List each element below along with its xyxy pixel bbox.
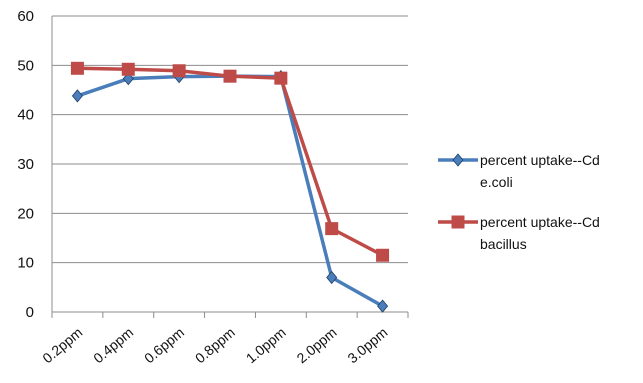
- series-line: [75, 74, 385, 308]
- data-point: [274, 71, 288, 85]
- x-tick-label: 1.0ppm: [243, 324, 289, 366]
- legend-label: percent uptake--Cd: [480, 214, 600, 230]
- y-tick-label: 50: [17, 57, 34, 74]
- data-point: [70, 61, 84, 75]
- legend-label: e.coli: [480, 174, 513, 190]
- data-point: [376, 248, 390, 262]
- y-tick-label: 30: [17, 156, 34, 173]
- series-square: [70, 61, 390, 262]
- data-point: [223, 69, 237, 83]
- x-tick-label: 3.0ppm: [344, 324, 390, 366]
- data-point: [71, 89, 83, 103]
- y-tick-labels: 0 10 20 30 40 50 60: [17, 8, 34, 321]
- x-tick-label: 2.0ppm: [294, 324, 340, 366]
- data-point: [326, 270, 338, 285]
- data-point: [377, 299, 389, 313]
- x-tick-labels: 0.2ppm 0.4ppm 0.6ppm 0.8ppm 1.0ppm 2.0ppm 3.0p…: [39, 324, 390, 366]
- data-point: [451, 215, 465, 229]
- x-tick-label: 0.2ppm: [39, 324, 85, 366]
- data-point: [172, 64, 186, 78]
- y-tick-label: 0: [26, 304, 34, 321]
- data-series: [70, 61, 390, 313]
- x-tick-label: 0.4ppm: [90, 324, 136, 366]
- gridlines: [52, 15, 408, 264]
- y-tick-label: 10: [17, 255, 34, 272]
- legend-label: percent uptake--Cd: [480, 152, 600, 168]
- y-tick-label: 60: [17, 8, 34, 25]
- legend-label: bacillus: [480, 236, 527, 252]
- data-point: [121, 62, 135, 76]
- x-tick-label: 0.8ppm: [192, 324, 238, 366]
- series-diamond: [71, 69, 389, 313]
- legend-entry: percent uptake--Cd e.coli: [438, 152, 600, 190]
- data-point: [452, 153, 464, 167]
- y-tick-label: 40: [17, 107, 34, 124]
- x-tick-label: 0.6ppm: [141, 324, 187, 366]
- axes: [51, 16, 409, 318]
- legend-entry: percent uptake--Cd bacillus: [438, 214, 600, 252]
- data-point: [325, 222, 339, 236]
- y-tick-label: 20: [17, 205, 34, 222]
